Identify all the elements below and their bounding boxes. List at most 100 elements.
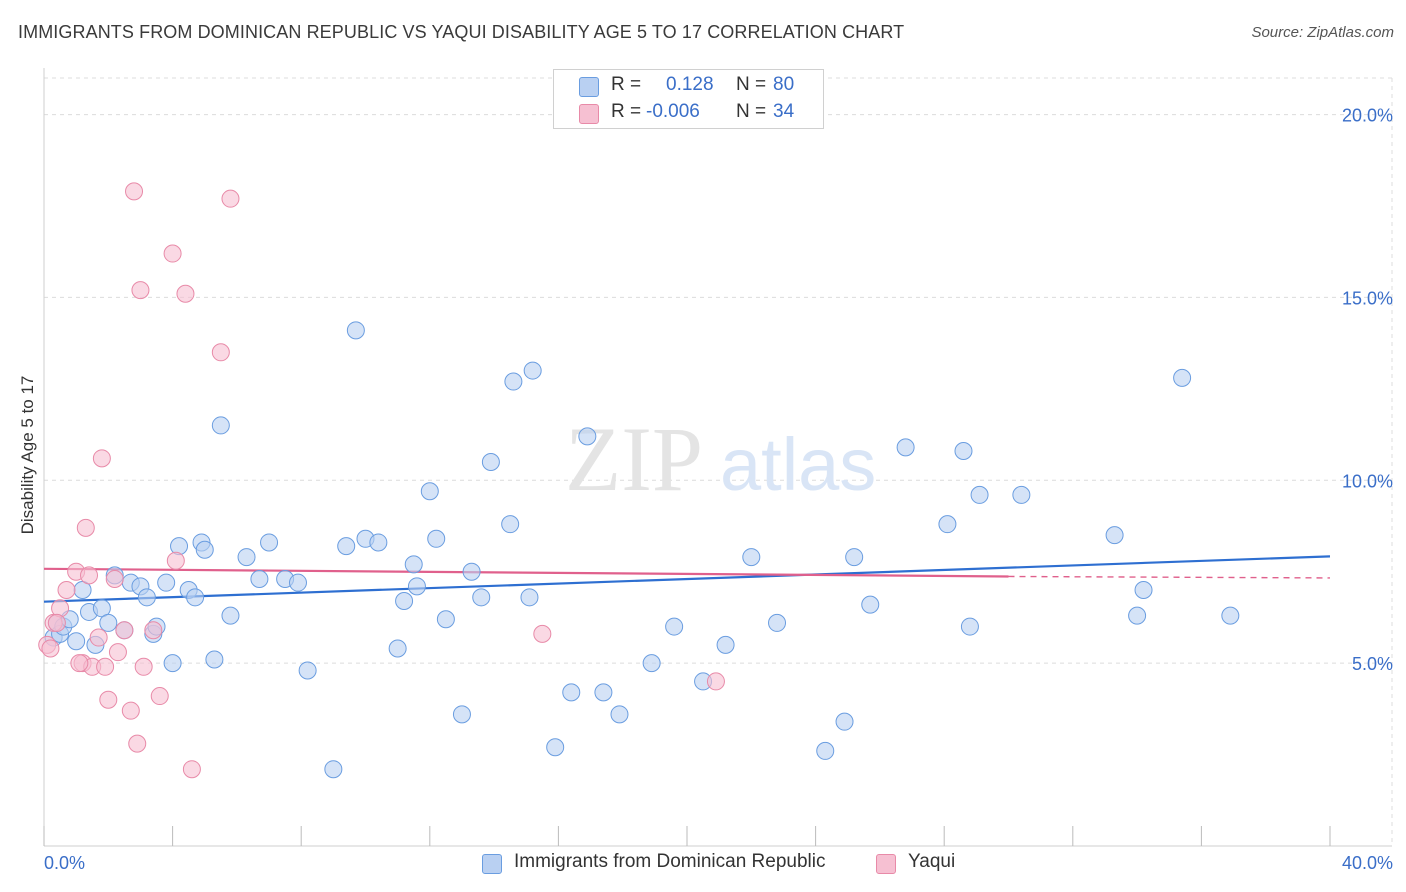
data-point-series1 bbox=[298, 661, 317, 680]
chart-source: Source: ZipAtlas.com bbox=[1251, 24, 1394, 41]
x-tick-label: 40.0% bbox=[1342, 853, 1393, 873]
watermark-atlas: atlas bbox=[720, 423, 876, 506]
data-point-series1 bbox=[205, 650, 224, 669]
data-point-series1 bbox=[404, 555, 423, 574]
data-point-series1 bbox=[420, 482, 439, 501]
data-point-series2 bbox=[41, 639, 60, 658]
data-point-series2 bbox=[115, 621, 134, 640]
legend-r-label: R = bbox=[611, 74, 642, 95]
data-point-series2 bbox=[131, 281, 150, 300]
data-point-series1 bbox=[137, 588, 156, 607]
data-point-series2 bbox=[163, 244, 182, 263]
data-point-series1 bbox=[388, 639, 407, 658]
trend-lines bbox=[43, 555, 1331, 603]
data-point-series2 bbox=[76, 518, 95, 537]
data-point-series1 bbox=[472, 588, 491, 607]
data-point-series1 bbox=[170, 537, 189, 556]
y-tick-label: 20.0% bbox=[1342, 106, 1393, 126]
data-point-series2 bbox=[166, 551, 185, 570]
bottom-legend-swatch-series1 bbox=[482, 854, 502, 874]
trend-line-series2-extension bbox=[1008, 575, 1331, 579]
data-point-series2 bbox=[176, 284, 195, 303]
x-tick-label: 0.0% bbox=[44, 853, 85, 873]
data-point-series1 bbox=[1134, 581, 1153, 599]
data-point-series1 bbox=[288, 573, 307, 592]
data-point-series1 bbox=[578, 427, 597, 446]
data-point-series1 bbox=[481, 453, 500, 471]
data-point-series1 bbox=[211, 416, 230, 435]
gridlines bbox=[44, 77, 1393, 846]
data-point-series1 bbox=[501, 515, 520, 534]
data-point-series1 bbox=[594, 683, 613, 702]
data-point-series1 bbox=[1173, 368, 1192, 387]
legend-n-label: N = bbox=[736, 101, 767, 122]
data-point-series1 bbox=[337, 537, 356, 556]
data-point-series2 bbox=[92, 449, 111, 468]
data-point-series2 bbox=[96, 657, 115, 676]
data-point-series1 bbox=[221, 606, 240, 625]
data-point-series1 bbox=[186, 588, 205, 607]
data-point-series2 bbox=[108, 643, 127, 662]
data-point-series1 bbox=[462, 562, 481, 581]
data-point-series1 bbox=[1105, 526, 1124, 545]
legend-n-value: 80 bbox=[773, 74, 795, 95]
axes bbox=[43, 68, 1392, 847]
y-tick-label: 10.0% bbox=[1342, 471, 1393, 491]
data-point-series2 bbox=[125, 182, 144, 201]
legend-r-value: 0.128 bbox=[666, 74, 714, 95]
data-point-series1 bbox=[845, 548, 864, 567]
data-point-series1 bbox=[452, 705, 471, 724]
data-point-series1 bbox=[642, 654, 661, 673]
chart-title: IMMIGRANTS FROM DOMINICAN REPUBLIC VS YA… bbox=[18, 22, 905, 42]
data-point-series1 bbox=[67, 632, 86, 651]
data-point-series1 bbox=[157, 573, 176, 592]
trend-line-series2 bbox=[43, 567, 1009, 578]
data-point-series1 bbox=[237, 548, 256, 567]
y-tick-label: 5.0% bbox=[1352, 654, 1393, 674]
data-point-series1 bbox=[1012, 485, 1031, 504]
legend-n-value: 34 bbox=[773, 101, 795, 122]
data-point-series1 bbox=[1128, 606, 1147, 625]
data-points bbox=[38, 182, 1240, 779]
data-point-series2 bbox=[128, 734, 147, 753]
data-point-series1 bbox=[960, 617, 979, 636]
data-point-series2 bbox=[134, 657, 153, 676]
watermark: ZIP atlas bbox=[565, 408, 876, 510]
data-point-series1 bbox=[163, 654, 182, 673]
data-point-series1 bbox=[562, 683, 581, 702]
data-point-series2 bbox=[89, 628, 108, 647]
data-point-series1 bbox=[861, 595, 880, 614]
data-point-series1 bbox=[816, 741, 835, 760]
bottom-legend-label-series2: Yaqui bbox=[908, 851, 956, 872]
data-point-series1 bbox=[346, 321, 365, 340]
data-point-series1 bbox=[938, 515, 957, 534]
data-point-series2 bbox=[47, 613, 66, 632]
data-point-series2 bbox=[70, 654, 89, 673]
legend-r-value: -0.006 bbox=[646, 101, 700, 122]
legend-n-label: N = bbox=[736, 74, 767, 95]
legend-swatch-series2 bbox=[579, 104, 599, 124]
data-point-series2 bbox=[182, 760, 201, 779]
legend-r-label: R = bbox=[611, 101, 642, 122]
tick-labels: 5.0% 10.0% 15.0% 20.0% 0.0% 40.0% bbox=[44, 106, 1393, 873]
data-point-series1 bbox=[768, 613, 787, 632]
data-point-series1 bbox=[523, 361, 542, 380]
data-point-series1 bbox=[407, 577, 426, 596]
data-point-series2 bbox=[80, 566, 99, 585]
bottom-legend-label-series1: Immigrants from Dominican Republic bbox=[514, 851, 826, 872]
data-point-series1 bbox=[250, 570, 269, 589]
data-point-series1 bbox=[546, 738, 565, 757]
data-point-series1 bbox=[954, 442, 973, 461]
data-point-series1 bbox=[260, 533, 279, 552]
data-point-series1 bbox=[835, 712, 854, 731]
data-point-series2 bbox=[99, 690, 118, 709]
data-point-series1 bbox=[369, 533, 388, 552]
data-point-series1 bbox=[99, 613, 118, 632]
y-tick-label: 15.0% bbox=[1342, 288, 1393, 308]
data-point-series2 bbox=[221, 189, 240, 208]
data-point-series2 bbox=[57, 581, 76, 599]
trend-line-series1 bbox=[43, 555, 1331, 603]
correlation-legend: R = 0.128 N = 80 R = -0.006 N = 34 bbox=[553, 69, 824, 129]
y-axis-title: Disability Age 5 to 17 bbox=[18, 375, 37, 535]
